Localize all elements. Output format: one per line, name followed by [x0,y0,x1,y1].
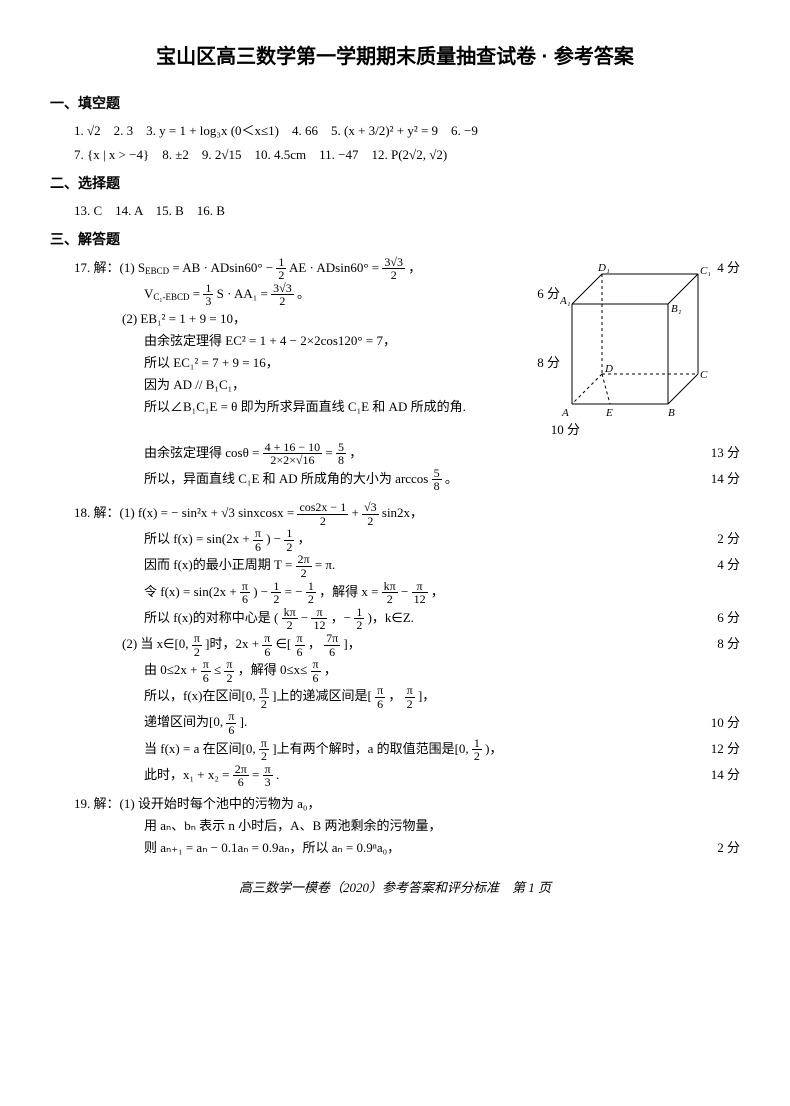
p17-l2c: S · AA₁ = [217,286,271,301]
p18-l8c: ， [388,688,401,703]
p18-l6a: (2) 当 x∈[0, [122,636,192,651]
p18-l4b: ) − [253,584,271,599]
p18-l4c: = − [285,584,306,599]
svg-text:B₁: B₁ [671,303,682,315]
p18-l4d: ，解得 x = [319,584,382,599]
p17-l8c: ， [349,445,362,460]
problem-18: 18. 解：(1) f(x) = − sin²x + √3 sinxcosx =… [74,501,740,789]
p18-l11c: . [276,767,279,782]
choices-row: 13. C 14. A 15. B 16. B [74,200,740,222]
svg-text:B: B [668,407,675,419]
p18-l10c: )， [485,741,502,756]
p18-l1a: 18. 解：(1) f(x) = − sin²x + √3 sinxcosx = [74,505,297,520]
p18-l1c: sin2x， [382,505,423,520]
doc-title: 宝山区高三数学第一学期期末质量抽查试卷 · 参考答案 [50,40,740,74]
p19-l2: 用 aₙ、bₙ 表示 n 小时后，A、B 两池剩余的污物量， [144,815,740,837]
p18-l7a: 由 0≤2x + [144,662,201,677]
p18-l9a: 递增区间为[0, [144,715,226,730]
p18-l2b: ) − [266,531,284,546]
p18-s9: 10 分 [693,712,740,734]
p18-s11: 14 分 [693,764,740,786]
p18-l2c: ， [298,531,311,546]
blanks-row-1: 1. √2 2. 3 3. y = 1 + log₃x (0＜x≤1) 4. 6… [74,120,740,142]
svg-text:D₁: D₁ [597,262,610,274]
p18-l2a: 所以 f(x) = sin(2x + [144,531,253,546]
p18-l4e: − [401,584,412,599]
p18-l6d: ， [308,636,321,651]
p18-s5: 6 分 [699,607,740,629]
p18-l3a: 因而 f(x)的最小正周期 T = [144,557,296,572]
p18-l7c: ，解得 0≤x≤ [238,662,308,677]
p18-s2: 2 分 [699,528,740,550]
problem-17: D₁ C₁ A₁ B₁ D C A B E 17. 解：(1) S E B C D = … [74,256,740,493]
section-2-head: 二、选择题 [50,172,740,196]
svg-text:A: A [561,407,569,419]
p17-l1b: = AB · ADsin60° − [172,260,276,275]
p18-l9b: ]. [240,715,248,730]
p17-l1c: AE · ADsin60° = [289,260,382,275]
page-footer: 高三数学一模卷（2020）参考答案和评分标准 第 1 页 [50,877,740,899]
problem-19: 19. 解：(1) 设开始时每个池中的污物为 a₀， 用 aₙ、bₙ 表示 n … [74,793,740,859]
p17-l8a: 由余弦定理得 cosθ = [144,445,263,460]
p18-s6: 8 分 [699,633,740,655]
p17-l8b: = [325,445,336,460]
blanks-row-2: 7. {x | x > −4} 8. ±2 9. 2√15 10. 4.5cm … [74,144,740,166]
p19-s3: 2 分 [699,837,740,859]
p17-l2a: V [144,286,153,301]
p18-l5c: ，− [331,610,355,625]
p17-l9a: 所以，异面直线 C₁E 和 AD 所成角的大小为 arccos [144,471,432,486]
p18-l6e: ]， [343,636,360,651]
p18-l10b: ]上有两个解时，a 的取值范围是[0, [272,741,472,756]
p18-l11a: 此时，x₁ + x₂ = [144,767,233,782]
p18-l8a: 所以，f(x)在区间[0, [144,688,259,703]
p19-l1: 19. 解：(1) 设开始时每个池中的污物为 a₀， [74,793,740,815]
p18-s10: 12 分 [693,738,740,760]
p18-l8b: ]上的递减区间是[ [272,688,372,703]
p17-s8: 13 分 [693,442,740,464]
p17-l1a: 17. 解：(1) S [74,260,145,275]
p18-l6b: ]时，2x + [205,636,262,651]
p18-l5a: 所以 f(x)的对称中心是 ( [144,610,278,625]
p18-s3: 4 分 [699,554,740,576]
cube-diagram: D₁ C₁ A₁ B₁ D C A B E [560,262,710,422]
p17-l9b: 。 [445,471,458,486]
p18-l4f: ， [431,584,444,599]
section-3-head: 三、解答题 [50,228,740,252]
p17-l1d: ， [408,260,421,275]
svg-text:E: E [605,407,613,419]
svg-text:C: C [700,369,708,381]
p17-s9: 14 分 [693,468,740,490]
p18-l3b: = π. [315,557,335,572]
p17-l5: 所以 EC₁² = 7 + 9 = 16， [144,352,519,374]
section-1-head: 一、填空题 [50,92,740,116]
p18-l7d: ， [324,662,337,677]
p18-l8d: ]， [418,688,435,703]
p17-l2b: = [193,286,204,301]
p18-l7b: ≤ [214,662,221,677]
svg-text:A₁: A₁ [560,295,571,307]
p18-l5b: − [301,610,312,625]
p18-l4a: 令 f(x) = sin(2x + [144,584,240,599]
p18-l10a: 当 f(x) = a 在区间[0, [144,741,259,756]
svg-text:C₁: C₁ [700,265,710,277]
p18-l6c: ∈[ [276,636,292,651]
svg-text:D: D [604,363,613,375]
p18-l5d: )，k∈Z. [368,610,414,625]
p18-l1b: + [351,505,362,520]
p17-l2d: 。 [297,286,310,301]
p19-l3: 则 aₙ₊₁ = aₙ − 0.1aₙ = 0.9aₙ，所以 aₙ = 0.9ⁿ… [144,837,699,859]
p18-l11b: = [252,767,263,782]
